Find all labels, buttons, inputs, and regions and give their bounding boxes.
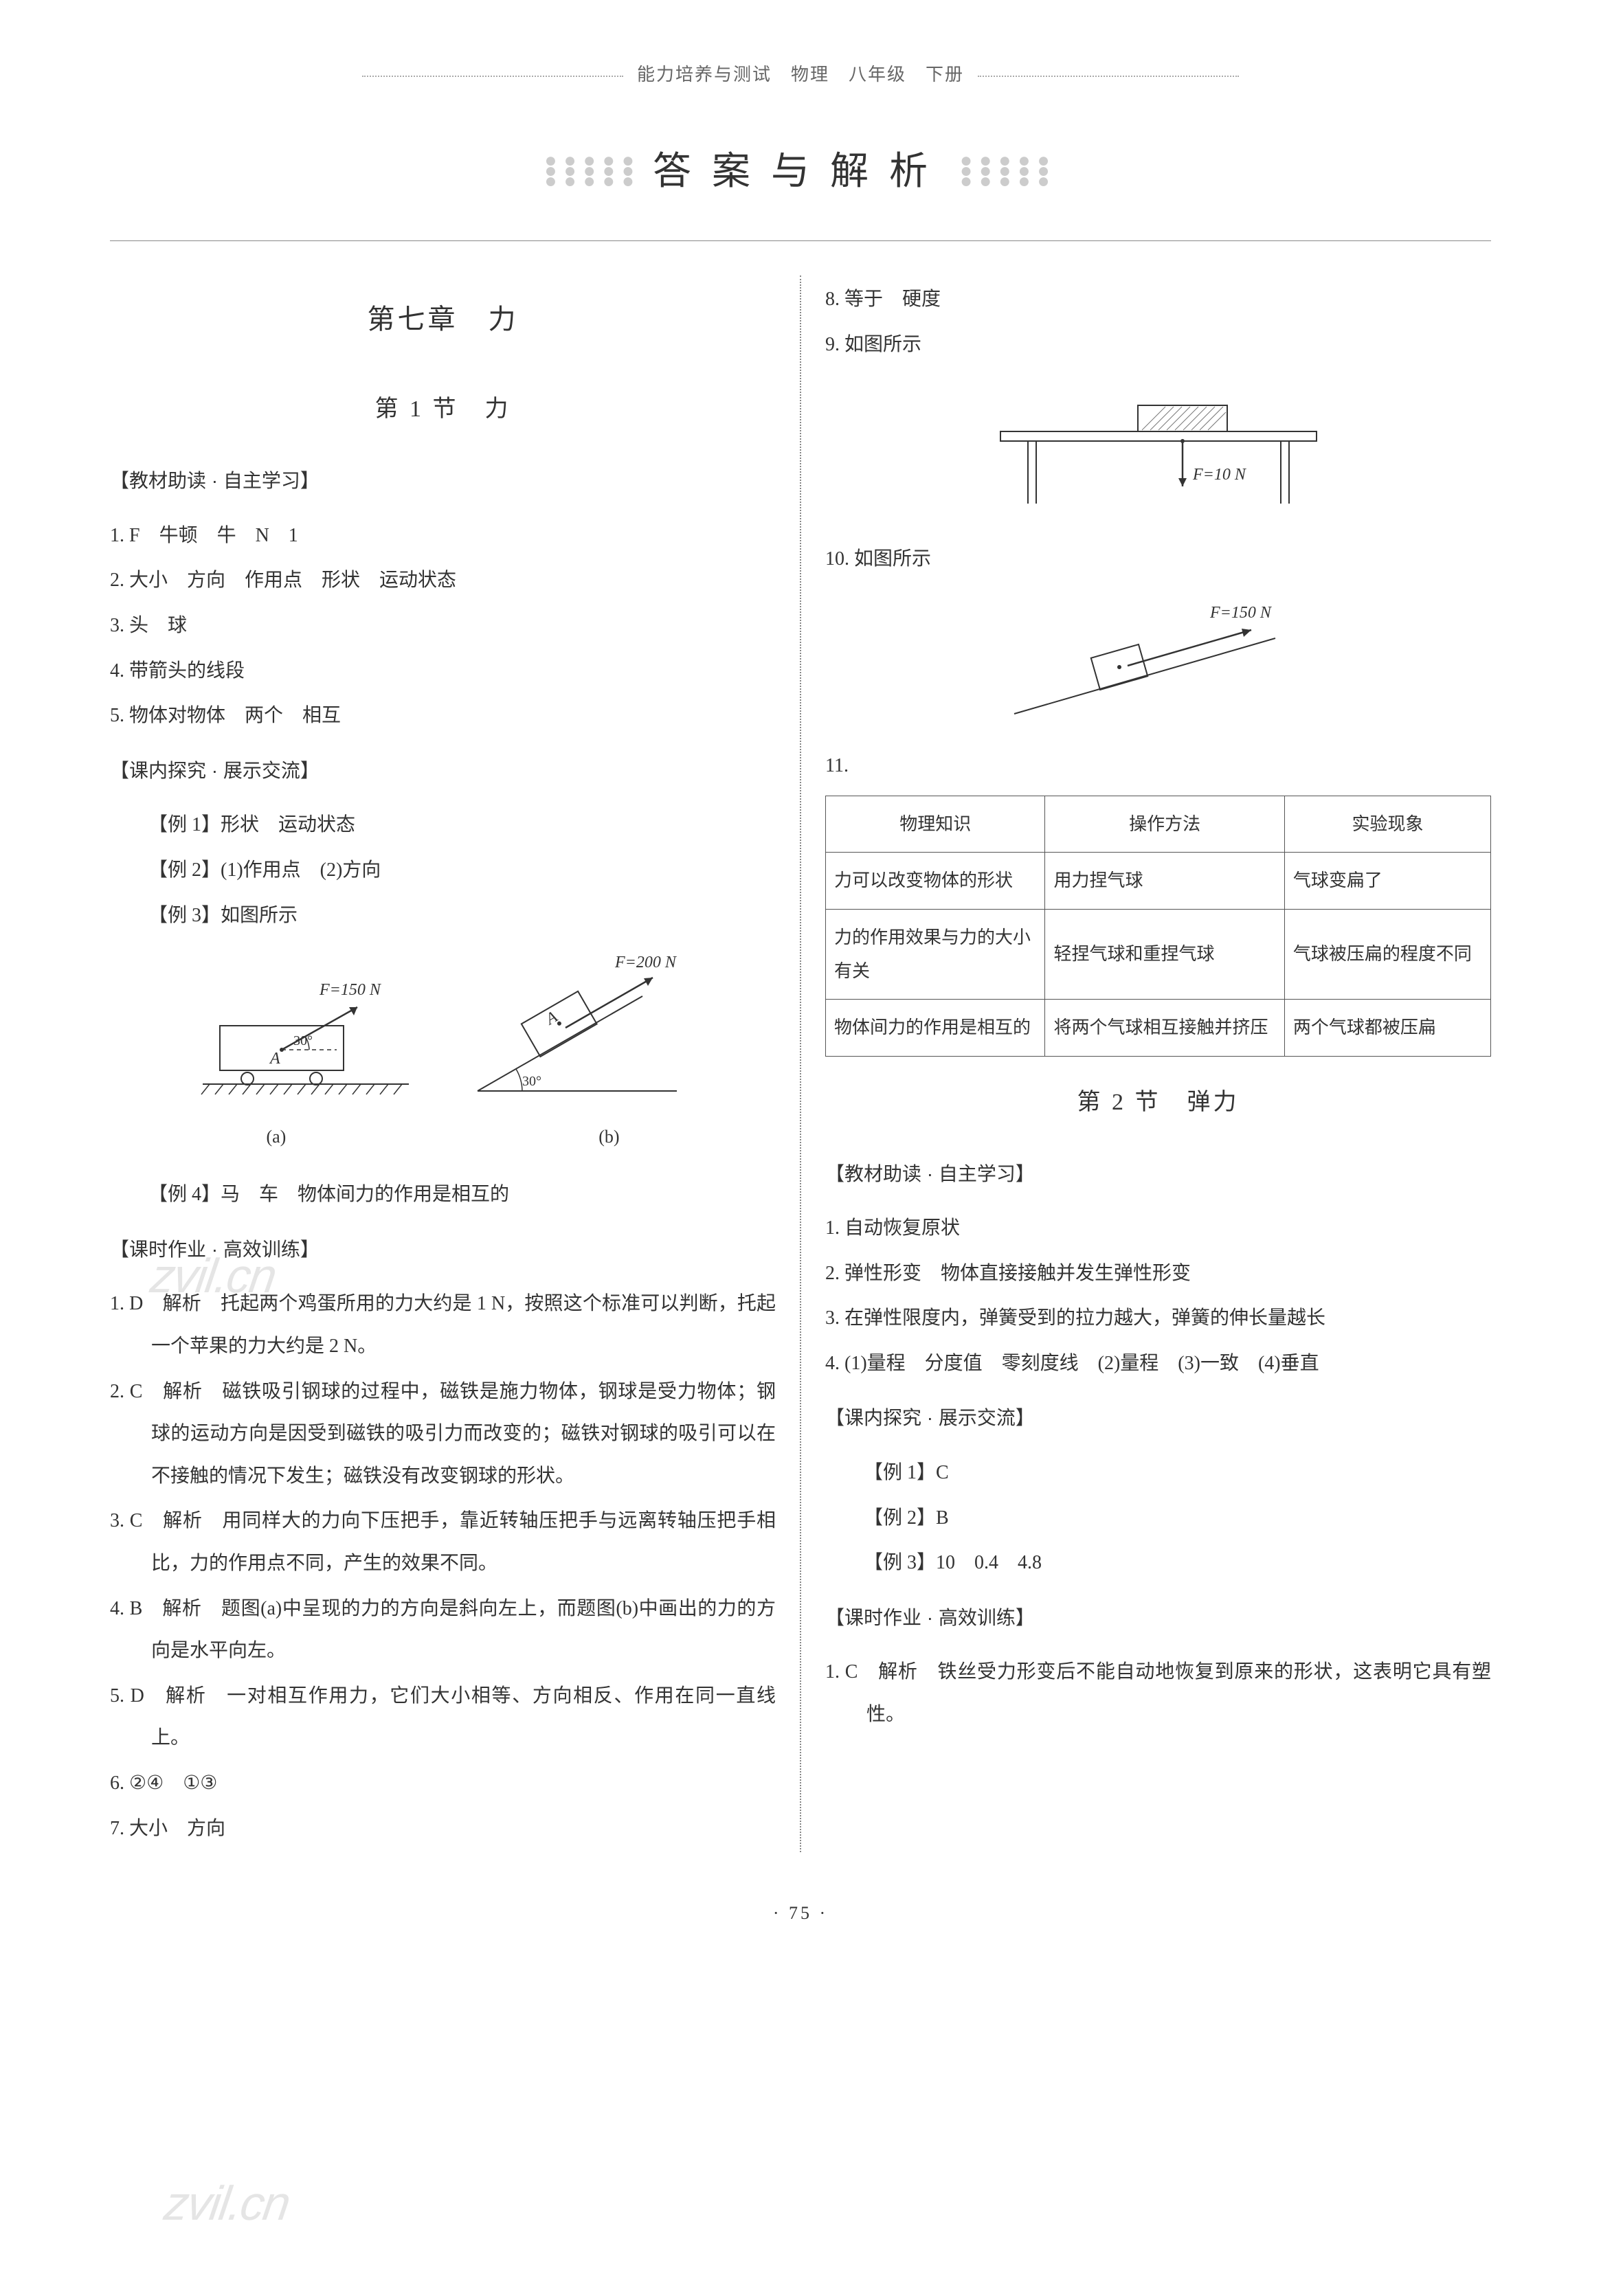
s2-a1: 1. 自动恢复原状 [825, 1207, 1491, 1250]
q9-diagram: F=10 N [825, 383, 1491, 521]
force-9-label: F=10 N [1192, 466, 1247, 484]
s2-a4: 4. (1)量程 分度值 零刻度线 (2)量程 (3)一致 (4)垂直 [825, 1342, 1491, 1385]
example-1: 【例 1】形状 运动状态 [110, 804, 776, 846]
section-2-title: 第 2 节 弹力 [825, 1077, 1491, 1129]
dot-decoration-left: ●●●●●●●●●●●●●●● [544, 155, 641, 186]
answer-line: 4. 带箭头的线段 [110, 650, 776, 693]
cell: 两个气球都被压扁 [1284, 1000, 1490, 1056]
th-method: 操作方法 [1045, 796, 1284, 852]
q10-diagram: F=150 N [825, 597, 1491, 728]
q11: 11. [825, 745, 1491, 787]
example-3: 【例 3】如图所示 [110, 894, 776, 937]
running-header: 能力培养与测试 物理 八年级 下册 [110, 55, 1491, 94]
diagram-sublabels: (a) (b) [110, 1117, 776, 1156]
right-column: 8. 等于 硬度 9. 如图所示 [801, 275, 1491, 1852]
table-row: 物体间力的作用是相互的 将两个气球相互接触并挤压 两个气球都被压扁 [826, 1000, 1491, 1056]
answer-line: 1. F 牛顿 牛 N 1 [110, 515, 776, 557]
q4: 4. B 解析 题图(a)中呈现的力的方向是斜向左上，而题图(b)中画出的力的方… [110, 1588, 776, 1672]
cell: 力可以改变物体的形状 [826, 853, 1045, 909]
sublabel-a: (a) [266, 1117, 286, 1156]
table-row: 力可以改变物体的形状 用力捏气球 气球变扁了 [826, 853, 1491, 909]
q2: 2. C 解析 磁铁吸引钢球的过程中，磁铁是施力物体，钢球是受力物体；钢球的运动… [110, 1371, 776, 1498]
cell: 气球被压扁的程度不同 [1284, 909, 1490, 1000]
answer-line: 5. 物体对物体 两个 相互 [110, 695, 776, 737]
dot-decoration-right: ●●●●●●●●●●●●●●● [960, 155, 1057, 186]
block-label-reading: 【教材助读 · 自主学习】 [110, 460, 776, 502]
chapter-title: 第七章 力 [110, 289, 776, 350]
cell: 物体间力的作用是相互的 [826, 1000, 1045, 1056]
section-1-title: 第 1 节 力 [110, 384, 776, 436]
force-a-label: F=150 N [319, 981, 382, 999]
example-2: 【例 2】(1)作用点 (2)方向 [110, 849, 776, 892]
s2-a3: 3. 在弹性限度内，弹簧受到的拉力越大，弹簧的伸长量越长 [825, 1297, 1491, 1340]
s2-a2: 2. 弹性形变 物体直接接触并发生弹性形变 [825, 1252, 1491, 1295]
example-4: 【例 4】马 车 物体间力的作用是相互的 [110, 1173, 776, 1216]
sublabel-b: (b) [598, 1117, 619, 1156]
angle-a-label: 30° [293, 1033, 313, 1048]
s2-ex1: 【例 1】C [825, 1452, 1491, 1494]
main-title-wrap: ●●●●●●●●●●●●●●● 答案与解析 ●●●●●●●●●●●●●●● [110, 128, 1491, 213]
example-3-diagram: A 30° F=150 N 30° [110, 954, 776, 1156]
cell: 气球变扁了 [1284, 853, 1490, 909]
left-column: 第七章 力 第 1 节 力 【教材助读 · 自主学习】 1. F 牛顿 牛 N … [110, 275, 800, 1852]
block-label-inclass: 【课内探究 · 展示交流】 [110, 750, 776, 792]
s2-ex3: 【例 3】10 0.4 4.8 [825, 1542, 1491, 1584]
q7: 7. 大小 方向 [110, 1808, 776, 1850]
q9: 9. 如图所示 [825, 324, 1491, 366]
th-knowledge: 物理知识 [826, 796, 1045, 852]
th-phenomenon: 实验现象 [1284, 796, 1490, 852]
q10: 10. 如图所示 [825, 538, 1491, 581]
answer-line: 2. 大小 方向 作用点 形状 运动状态 [110, 559, 776, 602]
watermark: zvil.cn [157, 2150, 296, 2256]
cell: 将两个气球相互接触并挤压 [1045, 1000, 1284, 1056]
page-title: 答案与解析 [653, 128, 948, 213]
table-row: 力的作用效果与力的大小有关 轻捏气球和重捏气球 气球被压扁的程度不同 [826, 909, 1491, 1000]
point-a-label: A [269, 1050, 280, 1068]
table-header-row: 物理知识 操作方法 实验现象 [826, 796, 1491, 852]
diagram-b: 30° A F=200 N [478, 954, 678, 1091]
q3: 3. C 解析 用同样大的力向下压把手，靠近转轴压把手与远离转轴压把手相比，力的… [110, 1500, 776, 1584]
cell: 用力捏气球 [1045, 853, 1284, 909]
q6: 6. ②④ ①③ [110, 1762, 776, 1805]
diagram-a: A 30° F=150 N [201, 981, 409, 1094]
cell: 力的作用效果与力的大小有关 [826, 909, 1045, 1000]
angle-b-label: 30° [522, 1074, 541, 1089]
two-column-layout: 第七章 力 第 1 节 力 【教材助读 · 自主学习】 1. F 牛顿 牛 N … [110, 275, 1491, 1852]
page-number: · 75 · [110, 1893, 1491, 1933]
s2-ex2: 【例 2】B [825, 1497, 1491, 1540]
answer-line: 3. 头 球 [110, 605, 776, 647]
block-label-homework-2: 【课时作业 · 高效训练】 [825, 1597, 1491, 1639]
block-label-homework: 【课时作业 · 高效训练】 [110, 1228, 776, 1271]
title-rule [110, 240, 1491, 241]
force-b-label: F=200 N [614, 954, 678, 971]
block-label-reading-2: 【教材助读 · 自主学习】 [825, 1153, 1491, 1195]
cell: 轻捏气球和重捏气球 [1045, 909, 1284, 1000]
q1: 1. D 解析 托起两个鸡蛋所用的力大约是 1 N，按照这个标准可以判断，托起一… [110, 1283, 776, 1367]
block-label-inclass-2: 【课内探究 · 展示交流】 [825, 1397, 1491, 1439]
q5: 5. D 解析 一对相互作用力，它们大小相等、方向相反、作用在同一直线上。 [110, 1675, 776, 1759]
s2-q1: 1. C 解析 铁丝受力形变后不能自动地恢复到原来的形状，这表明它具有塑性。 [825, 1651, 1491, 1735]
q11-table: 物理知识 操作方法 实验现象 力可以改变物体的形状 用力捏气球 气球变扁了 力的… [825, 796, 1491, 1057]
force-10-label: F=150 N [1209, 604, 1273, 622]
q8: 8. 等于 硬度 [825, 278, 1491, 321]
